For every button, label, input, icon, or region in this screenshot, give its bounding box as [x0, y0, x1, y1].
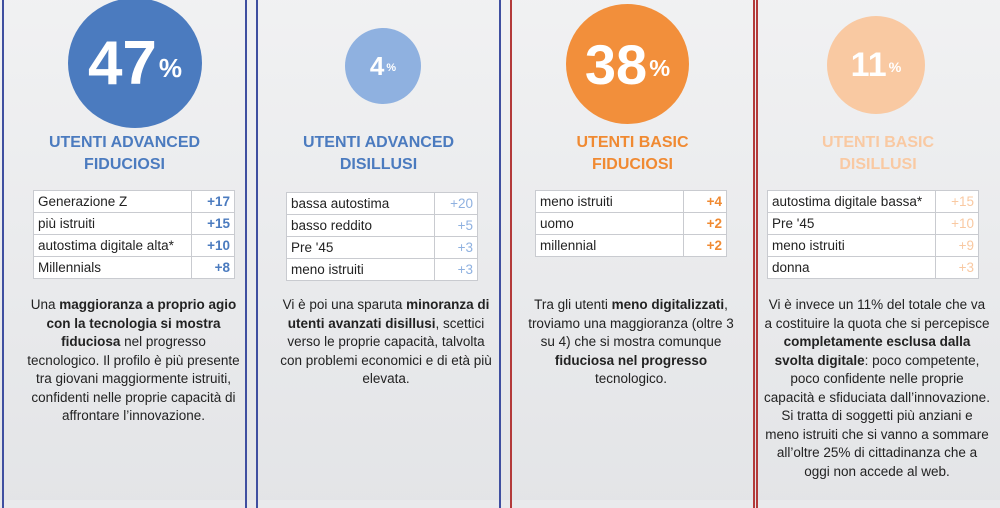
segment-description: Vi è poi una sparuta minoranza di utenti…: [276, 296, 496, 389]
row-label: millennial: [535, 234, 684, 257]
table-row: basso reddito +5: [286, 214, 478, 237]
row-value: +2: [683, 212, 727, 235]
table-row: Millennials +8: [33, 256, 235, 279]
percentage-unit: %: [158, 52, 183, 83]
row-label: Pre '45: [767, 212, 936, 235]
column-divider-2: [256, 0, 501, 508]
title-line: DISILLUSI: [339, 156, 418, 173]
table-row: Pre '45 +3: [286, 236, 478, 259]
segment-title-basic-fiduciosi: UTENTI BASIC FIDUCIOSI: [510, 132, 755, 176]
percentage-value: 4: [369, 50, 385, 81]
description-run: Vi è invece un 11% del totale che va a c…: [764, 297, 990, 331]
segment-description: Vi è invece un 11% del totale che va a c…: [764, 296, 990, 481]
row-value: +9: [935, 234, 979, 257]
table-row: uomo +2: [535, 212, 727, 235]
segment-title-basic-disillusi: UTENTI BASIC DISILLUSI: [756, 132, 1000, 176]
table-row: Pre '45 +10: [767, 212, 979, 235]
row-value: +15: [191, 212, 235, 235]
title-line: UTENTI BASIC: [822, 134, 934, 151]
table-row: meno istruiti +3: [286, 258, 478, 281]
description-bold-run: completamente esclusa dalla svolta digit…: [774, 334, 971, 368]
title-line: UTENTI ADVANCED: [302, 134, 455, 151]
title-line: UTENTI ADVANCED: [48, 134, 201, 151]
description-run: : poco competente, poco confidente nelle…: [764, 352, 990, 479]
row-value: +17: [191, 190, 235, 213]
profile-table-advanced-fiduciosi: Generazione Z +17 più istruiti +15 autosti…: [33, 190, 235, 279]
column-divider-1: [2, 0, 247, 508]
title-line: DISILLUSI: [839, 156, 917, 173]
segment-title-advanced-disillusi: UTENTI ADVANCED DISILLUSI: [256, 132, 501, 176]
percentage-circle-basic-disillusi: 11%: [827, 16, 925, 114]
description-bold-run: fiduciosa nel progresso: [554, 352, 708, 368]
description-run: tecnologico.: [594, 371, 668, 386]
percentage-circle-advanced-disillusi: 4%: [345, 28, 421, 104]
percentage-value: 47: [87, 28, 157, 98]
row-label: bassa autostima: [286, 192, 435, 215]
description-run: , troviamo una maggioranza (oltre 3 su 4…: [528, 297, 734, 349]
percentage-value: 38: [584, 32, 648, 96]
title-line: FIDUCIOSI: [84, 156, 165, 173]
percentage-unit: %: [888, 59, 902, 76]
row-label: Generazione Z: [33, 190, 192, 213]
description-run: Tra gli utenti: [534, 297, 612, 312]
column-divider-4: [756, 0, 1000, 508]
percentage-circle-advanced-fiduciosi: 47%: [68, 0, 202, 128]
row-label: Pre '45: [286, 236, 435, 259]
percentage-value: 11: [850, 45, 887, 84]
segment-description: Tra gli utenti meno digitalizzati, trovi…: [522, 296, 740, 389]
percentage-unit: %: [649, 55, 671, 82]
row-label: meno istruiti: [535, 190, 684, 213]
percentage-unit: %: [386, 62, 397, 75]
description-bold-run: maggioranza a proprio agio con la tecnol…: [46, 297, 237, 349]
profile-table-basic-disillusi: autostima digitale bassa* +15 Pre '45 +10 …: [767, 190, 979, 279]
row-label: basso reddito: [286, 214, 435, 237]
row-label: autostima digitale alta*: [33, 234, 192, 257]
description-bold-run: minoranza di utenti avanzati disillusi: [287, 297, 490, 331]
table-row: autostima digitale bassa* +15: [767, 190, 979, 213]
row-value: +20: [434, 192, 478, 215]
row-value: +3: [434, 236, 478, 259]
table-row: millennial +2: [535, 234, 727, 257]
row-label: donna: [767, 256, 936, 279]
row-label: meno istruiti: [767, 234, 936, 257]
table-row: più istruiti +15: [33, 212, 235, 235]
column-divider-3: [510, 0, 755, 508]
segment-description: Una maggioranza a proprio agio con la te…: [26, 296, 241, 426]
profile-table-advanced-disillusi: bassa autostima +20 basso reddito +5 Pre '…: [286, 192, 478, 281]
table-row: Generazione Z +17: [33, 190, 235, 213]
row-label: meno istruiti: [286, 258, 435, 281]
row-label: autostima digitale bassa*: [767, 190, 936, 213]
row-value: +4: [683, 190, 727, 213]
description-bold-run: meno digitalizzati: [611, 297, 725, 312]
row-value: +3: [935, 256, 979, 279]
row-label: più istruiti: [33, 212, 192, 235]
title-line: FIDUCIOSI: [592, 156, 673, 173]
table-row: meno istruiti +4: [535, 190, 727, 213]
row-label: uomo: [535, 212, 684, 235]
table-row: donna +3: [767, 256, 979, 279]
segment-title-advanced-fiduciosi: UTENTI ADVANCED FIDUCIOSI: [2, 132, 247, 176]
row-value: +5: [434, 214, 478, 237]
row-value: +8: [191, 256, 235, 279]
description-run: nel progresso tecnologico. Il profilo è …: [27, 334, 240, 423]
percentage-circle-basic-fiduciosi: 38%: [566, 4, 689, 124]
title-line: UTENTI BASIC: [576, 134, 689, 151]
description-run: Una: [30, 297, 60, 312]
row-value: +10: [935, 212, 979, 235]
row-label: Millennials: [33, 256, 192, 279]
row-value: +2: [683, 234, 727, 257]
description-run: , scettici verso le proprie capacità, ta…: [280, 315, 492, 387]
row-value: +15: [935, 190, 979, 213]
profile-table-basic-fiduciosi: meno istruiti +4 uomo +2 millennial +2: [535, 190, 727, 257]
table-row: bassa autostima +20: [286, 192, 478, 215]
row-value: +3: [434, 258, 478, 281]
row-value: +10: [191, 234, 235, 257]
table-row: meno istruiti +9: [767, 234, 979, 257]
table-row: autostima digitale alta* +10: [33, 234, 235, 257]
description-run: Vi è poi una sparuta: [282, 297, 407, 312]
